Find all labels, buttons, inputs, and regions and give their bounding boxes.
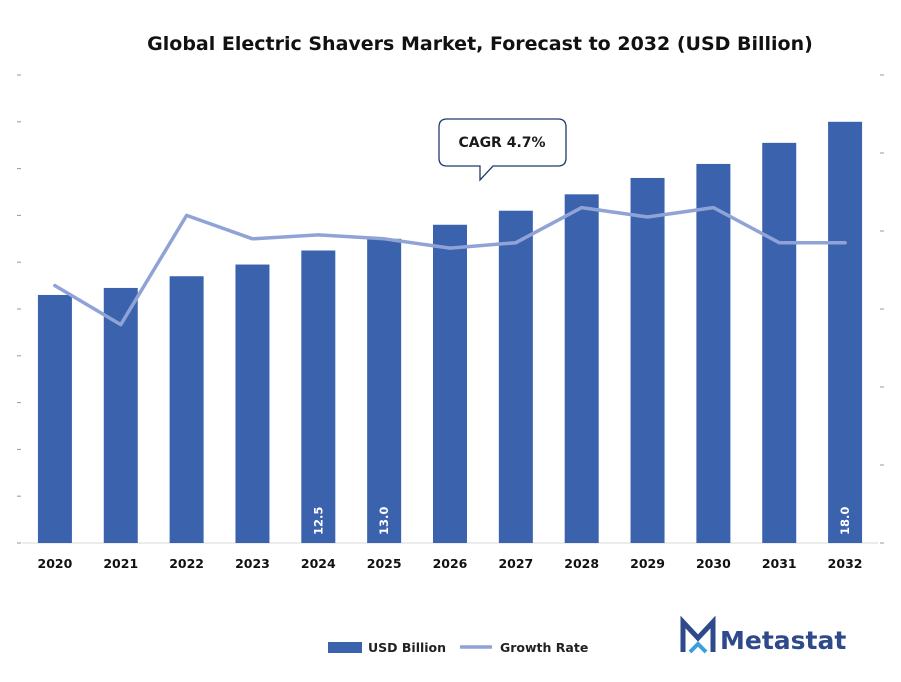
growth-rate-series [53, 205, 847, 327]
growth-rate-point-2032 [843, 241, 847, 245]
bar-2023 [235, 264, 270, 543]
x-tick-2030: 2030 [696, 556, 731, 571]
chart-title: Global Electric Shavers Market, Forecast… [147, 33, 813, 55]
growth-rate-point-2026 [448, 246, 452, 250]
x-tick-2026: 2026 [433, 556, 468, 571]
bar-2032 [828, 121, 863, 544]
bar-2030 [696, 163, 731, 544]
bar-2022 [169, 276, 204, 543]
bar-2028 [564, 194, 599, 543]
cagr-label: CAGR 4.7% [458, 135, 545, 151]
legend: USD Billion Growth Rate [328, 640, 588, 655]
x-tick-2027: 2027 [498, 556, 533, 571]
cagr-callout-box [438, 118, 567, 182]
m-logo-icon [680, 615, 716, 654]
growth-rate-point-2020 [53, 284, 57, 288]
bar-2020 [37, 294, 72, 543]
x-tick-2032: 2032 [828, 556, 863, 571]
growth-rate-point-2024 [316, 233, 320, 237]
x-tick-2023: 2023 [235, 556, 270, 571]
x-axis-tick-labels: 2020 2021 2022 2023 2024 2025 2026 2027 2028 2029… [38, 556, 863, 571]
growth-rate-point-2023 [250, 237, 255, 241]
bar-2026 [433, 224, 467, 543]
growth-rate-point-2031 [777, 241, 781, 245]
x-tick-2024: 2024 [301, 556, 336, 571]
x-tick-2031: 2031 [762, 556, 797, 571]
growth-rate-point-2030 [711, 206, 715, 210]
growth-rate-point-2025 [382, 237, 386, 241]
growth-rate-point-2027 [514, 241, 518, 245]
x-tick-2021: 2021 [103, 556, 138, 571]
growth-rate-point-2028 [580, 206, 584, 210]
x-tick-2029: 2029 [630, 556, 665, 571]
data-label-2032: 18.0 [838, 507, 852, 535]
growth-rate-point-2021 [119, 323, 123, 327]
bar-data-labels: 12.5 13.0 18.0 [311, 507, 852, 535]
bar-2025 [367, 238, 402, 544]
bar-2029 [630, 177, 665, 543]
x-tick-2025: 2025 [367, 556, 402, 571]
growth-rate-point-2022 [185, 213, 189, 217]
bar-2027 [498, 210, 533, 543]
bar-2031 [762, 142, 797, 544]
x-tick-2028: 2028 [564, 556, 599, 571]
legend-label-growth-rate: Growth Rate [500, 640, 588, 655]
brand-name: Metastat [720, 626, 846, 655]
x-tick-2022: 2022 [169, 556, 204, 571]
bar-series [37, 121, 863, 544]
left-axis-ticks [17, 74, 21, 544]
brand-logo: Metastat [680, 615, 846, 655]
cagr-callout: CAGR 4.7% [438, 118, 567, 182]
legend-swatch-usd-billion [328, 642, 362, 653]
bar-2021 [103, 287, 138, 543]
right-axis-ticks [880, 74, 884, 544]
growth-rate-point-2029 [645, 215, 650, 219]
x-tick-2020: 2020 [38, 556, 73, 571]
data-label-2024: 12.5 [311, 507, 325, 535]
bar-2024 [301, 250, 336, 543]
data-label-2025: 13.0 [377, 507, 391, 535]
legend-label-usd-billion: USD Billion [368, 640, 446, 655]
